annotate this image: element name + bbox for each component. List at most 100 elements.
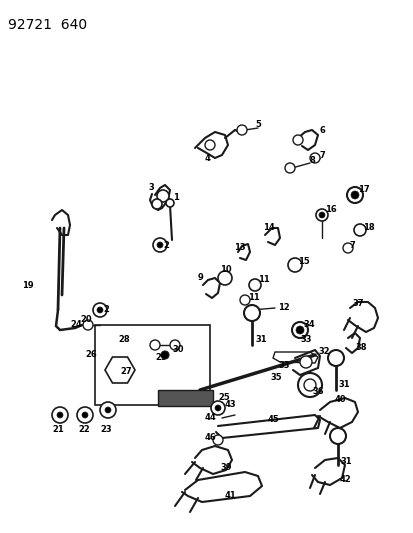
Circle shape (218, 271, 231, 285)
Circle shape (212, 435, 223, 445)
Text: 19: 19 (22, 280, 33, 289)
Circle shape (152, 199, 161, 209)
Text: 9: 9 (197, 273, 203, 282)
Circle shape (342, 243, 352, 253)
Text: 34: 34 (302, 320, 314, 329)
Text: 36: 36 (311, 387, 323, 397)
Circle shape (153, 238, 166, 252)
Text: 43: 43 (224, 400, 236, 409)
Text: 7: 7 (319, 150, 325, 159)
Circle shape (150, 340, 159, 350)
Text: 14: 14 (262, 223, 274, 232)
Text: 37: 37 (351, 298, 363, 308)
Text: 8: 8 (309, 156, 315, 165)
Text: 30: 30 (171, 345, 183, 354)
Circle shape (93, 303, 107, 317)
Circle shape (211, 401, 224, 415)
Circle shape (240, 295, 249, 305)
Text: 40: 40 (334, 395, 346, 405)
Circle shape (287, 258, 301, 272)
Circle shape (318, 212, 324, 218)
Circle shape (346, 187, 362, 203)
Circle shape (83, 320, 93, 330)
Circle shape (353, 224, 365, 236)
Polygon shape (272, 352, 317, 363)
Circle shape (327, 350, 343, 366)
Circle shape (161, 351, 169, 359)
Circle shape (214, 405, 221, 411)
Text: 11: 11 (257, 276, 269, 285)
Text: 6: 6 (319, 125, 325, 134)
Circle shape (299, 356, 311, 368)
Text: 2: 2 (103, 305, 109, 314)
Text: 11: 11 (247, 293, 259, 302)
Text: 22: 22 (78, 425, 90, 434)
Circle shape (315, 209, 327, 221)
Text: 42: 42 (339, 475, 351, 484)
Text: 46: 46 (204, 433, 216, 442)
Text: 39: 39 (219, 464, 231, 472)
Circle shape (236, 125, 247, 135)
Text: 31: 31 (337, 381, 349, 390)
Text: 23: 23 (100, 425, 112, 434)
Text: 24: 24 (70, 320, 81, 329)
Circle shape (291, 322, 307, 338)
Circle shape (297, 373, 321, 397)
Text: 4: 4 (204, 154, 210, 163)
Circle shape (329, 428, 345, 444)
Text: 15: 15 (297, 257, 309, 266)
Circle shape (97, 307, 103, 313)
Text: 29: 29 (154, 353, 166, 362)
Circle shape (204, 140, 214, 150)
Circle shape (105, 407, 111, 413)
Bar (95, 325, 209, 405)
Text: 31: 31 (254, 335, 266, 344)
Circle shape (57, 412, 63, 418)
Circle shape (243, 305, 259, 321)
Polygon shape (105, 357, 135, 383)
Circle shape (52, 407, 68, 423)
Text: 44: 44 (204, 414, 216, 423)
Circle shape (100, 402, 116, 418)
Circle shape (292, 135, 302, 145)
Text: 17: 17 (357, 185, 369, 195)
Circle shape (157, 242, 163, 248)
Circle shape (295, 326, 303, 334)
Text: 31: 31 (339, 457, 351, 466)
Text: 28: 28 (118, 335, 129, 344)
Circle shape (157, 190, 169, 202)
Circle shape (350, 191, 358, 199)
Text: 7: 7 (349, 240, 355, 249)
Circle shape (284, 163, 294, 173)
Text: 27: 27 (120, 367, 131, 376)
Text: 41: 41 (224, 491, 236, 500)
Text: 33: 33 (299, 335, 311, 344)
Circle shape (170, 340, 180, 350)
Text: 10: 10 (219, 265, 231, 274)
Text: 18: 18 (362, 223, 374, 232)
Text: 45: 45 (267, 416, 279, 424)
Text: 12: 12 (277, 303, 289, 311)
Text: 32: 32 (317, 348, 329, 357)
Circle shape (247, 306, 255, 314)
Text: 92721  640: 92721 640 (8, 18, 87, 32)
Circle shape (166, 199, 173, 207)
Text: 21: 21 (52, 425, 64, 434)
Text: 25: 25 (218, 393, 229, 402)
Circle shape (303, 379, 315, 391)
Text: 38: 38 (354, 343, 366, 352)
Circle shape (309, 153, 319, 163)
Bar (158, 390, 212, 406)
Circle shape (82, 412, 88, 418)
Text: 3: 3 (147, 182, 153, 191)
Circle shape (248, 279, 260, 291)
Text: 5: 5 (254, 119, 260, 128)
Text: 20: 20 (80, 316, 91, 325)
Circle shape (77, 407, 93, 423)
Text: 35: 35 (269, 374, 281, 383)
Text: 26: 26 (85, 351, 97, 359)
Text: 2: 2 (163, 240, 169, 249)
Text: 16: 16 (324, 206, 336, 214)
Text: 33: 33 (277, 361, 289, 370)
Text: 13: 13 (233, 244, 245, 253)
